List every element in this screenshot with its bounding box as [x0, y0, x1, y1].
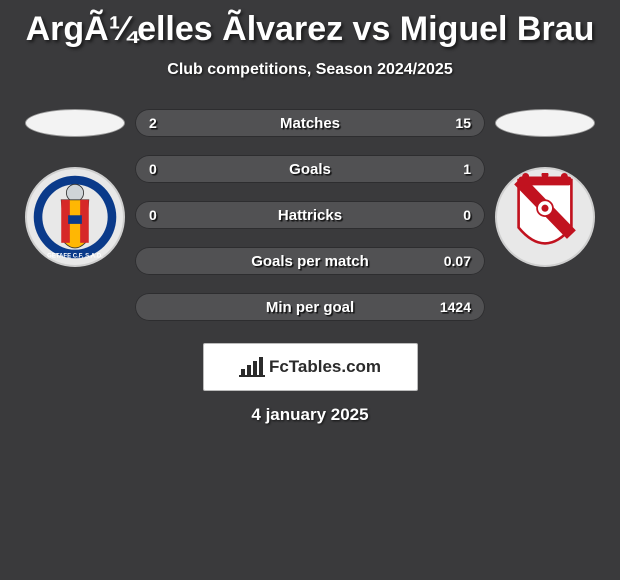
- snapshot-date: 4 january 2025: [251, 405, 368, 425]
- stat-left-value: 0: [149, 207, 157, 223]
- stat-row-min-per-goal: Min per goal 1424: [135, 293, 485, 321]
- stat-left-value: 0: [149, 161, 157, 177]
- stat-row-goals-per-match: Goals per match 0.07: [135, 247, 485, 275]
- stat-right-value: 0.07: [444, 253, 471, 269]
- stat-right-value: 1: [463, 161, 471, 177]
- stat-label: Matches: [280, 115, 340, 132]
- page-title: ArgÃ¼elles Ãlvarez vs Miguel Brau: [26, 10, 595, 49]
- right-player-marker: [495, 109, 595, 137]
- stat-label: Min per goal: [266, 299, 354, 316]
- granada-crest-icon: [508, 173, 582, 261]
- stat-label: Goals per match: [251, 253, 369, 270]
- stat-right-value: 1424: [440, 299, 471, 315]
- stats-list: 2 Matches 15 0 Goals 1 0 Hattricks 0 Goa…: [135, 109, 485, 321]
- left-side: GETAFE C.F. S.A.D.: [15, 109, 135, 267]
- left-club-crest: GETAFE C.F. S.A.D.: [25, 167, 125, 267]
- stat-row-matches: 2 Matches 15: [135, 109, 485, 137]
- comparison-panel: GETAFE C.F. S.A.D. 2 Matches 15 0 Goals …: [0, 109, 620, 321]
- stat-label: Hattricks: [278, 207, 342, 224]
- stat-right-value: 15: [455, 115, 471, 131]
- stat-left-value: 2: [149, 115, 157, 131]
- getafe-crest-icon: GETAFE C.F. S.A.D.: [32, 174, 118, 260]
- stat-right-value: 0: [463, 207, 471, 223]
- svg-text:GETAFE C.F. S.A.D.: GETAFE C.F. S.A.D.: [47, 253, 103, 259]
- stat-row-hattricks: 0 Hattricks 0: [135, 201, 485, 229]
- source-logo-box: FcTables.com: [203, 343, 418, 391]
- left-player-marker: [25, 109, 125, 137]
- right-side: [485, 109, 605, 267]
- subtitle: Club competitions, Season 2024/2025: [167, 61, 452, 79]
- source-logo-text: FcTables.com: [269, 357, 381, 377]
- bar-chart-icon: [239, 357, 265, 377]
- stat-row-goals: 0 Goals 1: [135, 155, 485, 183]
- right-club-crest: [495, 167, 595, 267]
- stat-label: Goals: [289, 161, 331, 178]
